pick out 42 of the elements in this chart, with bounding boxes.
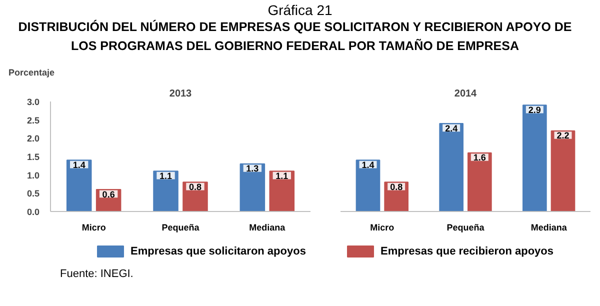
legend-label: Empresas que solicitaron apoyos	[130, 246, 306, 258]
y-tick-label: 3.0	[26, 97, 40, 107]
data-label: 2.4	[445, 123, 458, 134]
data-label: 1.4	[362, 160, 374, 170]
bar	[153, 170, 178, 212]
y-axis-title: Porcentaje	[8, 68, 55, 78]
x-tick-label: Micro	[370, 222, 395, 232]
y-tick-label: 2.5	[26, 115, 40, 126]
data-label: 1.3	[246, 164, 259, 174]
data-label: 0.8	[188, 182, 202, 192]
chart-title: 2013	[169, 88, 192, 100]
y-tick-label: 2.0	[26, 134, 40, 144]
bar	[240, 163, 266, 212]
x-tick-label: Pequeña	[162, 222, 200, 232]
y-tick-label: 0.5	[26, 188, 40, 199]
legend-label: Empresas que recibieron apoyos	[380, 246, 554, 258]
y-tick-label: 1.0	[26, 170, 40, 180]
data-label: 0.6	[102, 189, 115, 200]
y-tick-label: 0.0	[26, 207, 40, 217]
bar	[522, 104, 547, 212]
bar	[439, 123, 464, 212]
bar	[269, 170, 295, 212]
data-label: 1.6	[473, 152, 486, 163]
data-label: 1.1	[276, 171, 288, 182]
y-tick-label: 1.5	[26, 152, 40, 162]
bar	[550, 130, 576, 212]
chart-title: 2014	[454, 88, 478, 100]
x-tick-label: Micro	[82, 222, 106, 232]
bar	[356, 160, 380, 212]
x-tick-label: Mediana	[530, 222, 568, 232]
text: DISTRIBUCIÓN DEL NÚMERO DE EMPRESAS QUE SOLICITARON Y RECIBIERON APOYO DE LOS PROGRAMAS DEL GOBIERNO FEDERAL POR TAMAÑO DE EMPRESA	[17, 18, 573, 55]
bar	[468, 152, 492, 212]
bar	[66, 160, 92, 212]
x-tick-label: Mediana	[249, 222, 286, 232]
source-note: Fuente: INEGI.	[60, 267, 134, 282]
data-label: 1.1	[160, 171, 172, 182]
data-label: 2.9	[528, 105, 541, 116]
x-tick-label: Pequeña	[446, 222, 486, 232]
data-label: 2.2	[556, 130, 570, 141]
data-label: 0.8	[390, 182, 403, 192]
data-label: 1.4	[72, 160, 86, 170]
text: Gráfica 21	[268, 1, 332, 20]
